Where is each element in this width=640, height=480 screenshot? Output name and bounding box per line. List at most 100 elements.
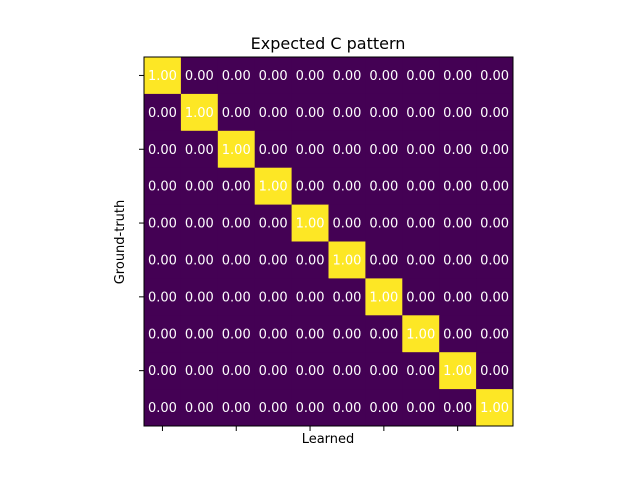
cell-value-label-r9-c8: 0.00 [443,401,472,416]
heatmap-cell-r1-c6 [365,93,403,132]
cell-value-label-r7-c1: 0.00 [185,327,214,342]
cell-value-label-r4-c3: 0.00 [259,217,288,232]
cell-value-label-r1-c0: 0.00 [148,106,177,121]
heatmap-cell-r3-c0 [144,167,182,206]
heatmap-cell-r5-c8 [439,241,477,279]
cell-value-label-r4-c6: 0.00 [369,217,398,232]
heatmap-cell-r3-c1 [180,167,219,206]
cell-value-label-r4-c5: 0.00 [332,217,361,232]
x-axis-ticks [161,426,459,431]
heatmap-cell-r9-c5 [328,389,366,427]
cell-value-label-r8-c8: 1.00 [443,364,472,379]
heatmap-cell-r2-c9 [476,130,514,169]
cell-value-label-r8-c0: 0.00 [148,364,177,379]
cell-value-label-r2-c0: 0.00 [148,143,177,158]
heatmap-cell-r6-c1 [180,278,219,316]
heatmap-cell-r4-c4 [291,204,329,242]
cell-value-label-r7-c8: 0.00 [443,327,472,342]
cell-value-label-r5-c7: 0.00 [406,253,435,268]
cell-value-label-r8-c2: 0.00 [222,364,251,379]
cell-value-label-r4-c4: 1.00 [296,217,325,232]
cell-value-label-r4-c2: 0.00 [222,217,251,232]
cell-value-label-r1-c1: 1.00 [185,106,214,121]
cell-value-label-r8-c5: 0.00 [332,364,361,379]
cell-value-label-r3-c1: 0.00 [185,180,214,195]
cell-value-label-r1-c6: 0.00 [369,106,398,121]
plot-frame [143,56,514,427]
cell-value-label-r3-c7: 0.00 [406,180,435,195]
heatmap-cell-r4-c7 [402,204,440,242]
cell-value-label-r5-c3: 0.00 [259,253,288,268]
heatmap-cell-r9-c1 [180,389,219,427]
cell-value-label-r1-c9: 0.00 [480,106,509,121]
cell-value-label-r0-c3: 0.00 [259,69,288,84]
heatmap-cell-r7-c0 [144,315,182,353]
heatmap-cell-r0-c8 [439,57,477,95]
heatmap-cell-r0-c6 [365,57,403,95]
cell-value-label-r4-c0: 0.00 [148,217,177,232]
heatmap-cell-r3-c8 [439,167,477,206]
heatmap-cell-r1-c3 [254,93,293,132]
cell-value-label-r3-c3: 1.00 [259,180,288,195]
heatmap-cell-r5-c1 [180,241,219,279]
cell-value-label-r6-c8: 0.00 [443,290,472,305]
heatmap-cell-r6-c4 [291,278,329,316]
heatmap-cell-r7-c8 [439,315,477,353]
heatmap-cell-r8-c1 [180,352,219,390]
cell-value-label-r1-c4: 0.00 [296,106,325,121]
heatmap-cell-r0-c0 [144,57,182,95]
heatmap-cell-r1-c9 [476,93,514,132]
cell-value-label-r1-c7: 0.00 [406,106,435,121]
heatmap-cell-r4-c5 [328,204,366,242]
heatmap-cell-r0-c1 [180,57,219,95]
cell-value-label-r1-c3: 0.00 [259,106,288,121]
cell-value-label-r2-c7: 0.00 [406,143,435,158]
x-axis-label: Learned [302,432,355,447]
cell-value-label-r0-c4: 0.00 [296,69,325,84]
heatmap-cell-r8-c0 [144,352,182,390]
heatmap-cell-r3-c3 [254,167,293,206]
heatmap-cell-r5-c6 [365,241,403,279]
heatmap-cell-r4-c0 [144,204,182,242]
heatmap-cell-r0-c7 [402,57,440,95]
heatmap-cell-r0-c9 [476,57,514,95]
heatmap-cell-r5-c0 [144,241,182,279]
heatmap-cell-r6-c9 [476,278,514,316]
heatmap-cell-r5-c5 [328,241,366,279]
heatmap-cell-r1-c1 [180,93,219,132]
heatmap-cell-r2-c2 [217,130,256,169]
heatmap-cell-r4-c3 [254,204,293,242]
heatmap-cell-r1-c4 [291,93,329,132]
y-axis-label: Ground-truth [113,200,128,285]
heatmap-cell-r1-c8 [439,93,477,132]
heatmap-cell-r9-c0 [144,389,182,427]
heatmap-cell-r6-c3 [254,278,293,316]
heatmap-cell-r4-c6 [365,204,403,242]
heatmap-cell-r2-c0 [144,130,182,169]
cell-value-label-r1-c2: 0.00 [222,106,251,121]
cell-value-label-r2-c1: 0.00 [185,143,214,158]
cell-value-label-r0-c2: 0.00 [222,69,251,84]
cell-value-label-r4-c1: 0.00 [185,217,214,232]
heatmap-cell-r8-c9 [476,352,514,390]
cell-value-label-r9-c2: 0.00 [222,401,251,416]
heatmap-cell-r3-c5 [328,167,366,206]
heatmap-cell-r9-c7 [402,389,440,427]
cell-value-label-r3-c9: 0.00 [480,180,509,195]
heatmap-cell-r2-c3 [254,130,293,169]
heatmap-cell-r7-c3 [254,315,293,353]
heatmap-cell-r3-c6 [365,167,403,206]
cell-value-label-r5-c6: 0.00 [369,253,398,268]
cell-value-label-r1-c5: 0.00 [332,106,361,121]
cell-value-label-r2-c6: 0.00 [369,143,398,158]
cell-value-label-r5-c9: 0.00 [480,253,509,268]
heatmap-cell-r9-c6 [365,389,403,427]
heatmap-cell-r5-c3 [254,241,293,279]
heatmap-cell-r2-c6 [365,130,403,169]
heatmap-cell-r3-c4 [291,167,329,206]
cell-value-label-r6-c4: 0.00 [296,290,325,305]
cell-value-label-r2-c8: 0.00 [443,143,472,158]
heatmap-cell-r9-c2 [217,389,256,427]
heatmap-cell-r8-c2 [217,352,256,390]
